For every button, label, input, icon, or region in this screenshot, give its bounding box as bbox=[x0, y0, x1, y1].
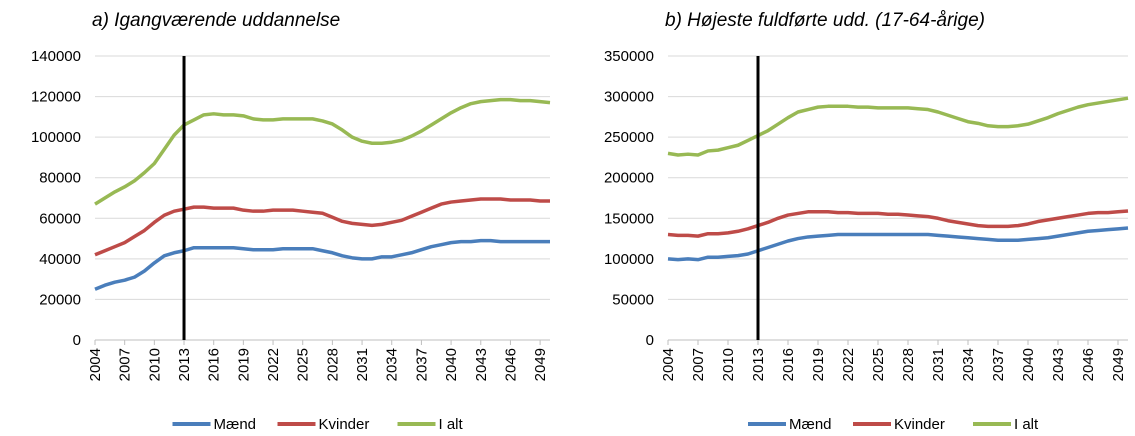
x-tick-label: 2049 bbox=[1110, 348, 1127, 381]
x-tick-label: 2031 bbox=[354, 348, 371, 381]
y-tick-label: 140000 bbox=[31, 48, 81, 65]
y-tick-label: 0 bbox=[646, 332, 654, 349]
x-tick-label: 2046 bbox=[1080, 348, 1097, 381]
x-tick-label: 2037 bbox=[413, 348, 430, 381]
series-line bbox=[94, 238, 550, 291]
x-tick-label: 2019 bbox=[810, 348, 827, 381]
x-tick-label: 2046 bbox=[502, 348, 519, 381]
x-tick-label: 2031 bbox=[930, 348, 947, 381]
y-tick-label: 40000 bbox=[39, 251, 81, 268]
y-tick-label: 100000 bbox=[604, 251, 654, 268]
x-tick-label: 2022 bbox=[840, 348, 857, 381]
legend-label: I alt bbox=[1014, 416, 1039, 433]
x-tick-label: 2004 bbox=[660, 348, 677, 381]
legend-label: Mænd bbox=[214, 416, 257, 433]
x-tick-label: 2040 bbox=[1020, 348, 1037, 381]
y-tick-label: 80000 bbox=[39, 170, 81, 187]
x-tick-label: 2037 bbox=[990, 348, 1007, 381]
x-tick-label: 2010 bbox=[720, 348, 737, 381]
x-tick-label: 2016 bbox=[206, 348, 223, 381]
x-tick-label: 2034 bbox=[960, 348, 977, 381]
x-tick-label: 2025 bbox=[870, 348, 887, 381]
series-line bbox=[667, 209, 1129, 238]
y-tick-label: 350000 bbox=[604, 48, 654, 65]
series-line bbox=[667, 226, 1129, 262]
legend-label: I alt bbox=[439, 416, 464, 433]
y-tick-label: 50000 bbox=[612, 291, 654, 308]
x-tick-label: 2007 bbox=[117, 348, 134, 381]
y-tick-label: 150000 bbox=[604, 210, 654, 227]
x-tick-label: 2016 bbox=[780, 348, 797, 381]
x-tick-label: 2019 bbox=[235, 348, 252, 381]
x-tick-label: 2013 bbox=[750, 348, 767, 381]
x-tick-label: 2049 bbox=[532, 348, 549, 381]
y-tick-label: 60000 bbox=[39, 210, 81, 227]
chart-title: b) Højeste fuldførte udd. (17-64-årige) bbox=[665, 10, 985, 31]
x-tick-label: 2025 bbox=[295, 348, 312, 381]
y-tick-label: 120000 bbox=[31, 89, 81, 106]
legend-label: Kvinder bbox=[894, 416, 945, 433]
x-tick-label: 2043 bbox=[473, 348, 490, 381]
chart-title: a) Igangværende uddannelse bbox=[92, 10, 340, 31]
y-tick-label: 200000 bbox=[604, 170, 654, 187]
series-line bbox=[94, 197, 550, 257]
series-line bbox=[667, 96, 1129, 157]
y-tick-label: 20000 bbox=[39, 291, 81, 308]
x-tick-label: 2028 bbox=[900, 348, 917, 381]
y-tick-label: 250000 bbox=[604, 129, 654, 146]
y-tick-label: 300000 bbox=[604, 89, 654, 106]
x-tick-label: 2034 bbox=[384, 348, 401, 381]
x-tick-label: 2040 bbox=[443, 348, 460, 381]
legend-label: Mænd bbox=[789, 416, 832, 433]
x-tick-label: 2004 bbox=[87, 348, 104, 381]
legend-label: Kvinder bbox=[319, 416, 370, 433]
y-tick-label: 100000 bbox=[31, 129, 81, 146]
y-tick-label: 0 bbox=[73, 332, 81, 349]
x-tick-label: 2028 bbox=[324, 348, 341, 381]
x-tick-label: 2010 bbox=[146, 348, 163, 381]
x-tick-label: 2022 bbox=[265, 348, 282, 381]
x-tick-label: 2013 bbox=[176, 348, 193, 381]
x-tick-label: 2007 bbox=[690, 348, 707, 381]
series-line bbox=[94, 97, 551, 206]
x-tick-label: 2043 bbox=[1050, 348, 1067, 381]
